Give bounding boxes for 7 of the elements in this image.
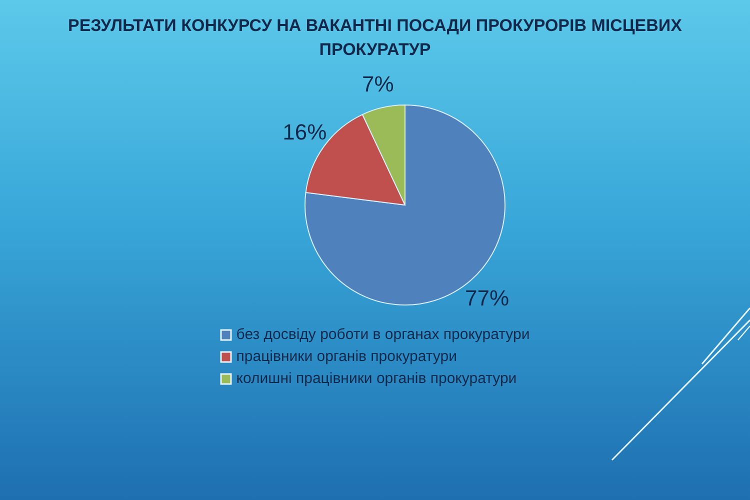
legend-label: без досвіду роботи в органах прокуратури (236, 326, 530, 343)
data-label: 77% (464, 286, 510, 311)
legend-label: працівники органів прокуратури (236, 348, 457, 365)
data-label: 7% (362, 71, 394, 96)
legend-label: колишні працівники органів прокуратури (236, 370, 517, 387)
data-label: 16% (282, 120, 327, 145)
chart-title: РЕЗУЛЬТАТИ КОНКУРСУ НА ВАКАНТНІ ПОСАДИ ПРОКУРОРІВ МІСЦЕВИХ ПРОКУРАТУР (67, 15, 683, 61)
